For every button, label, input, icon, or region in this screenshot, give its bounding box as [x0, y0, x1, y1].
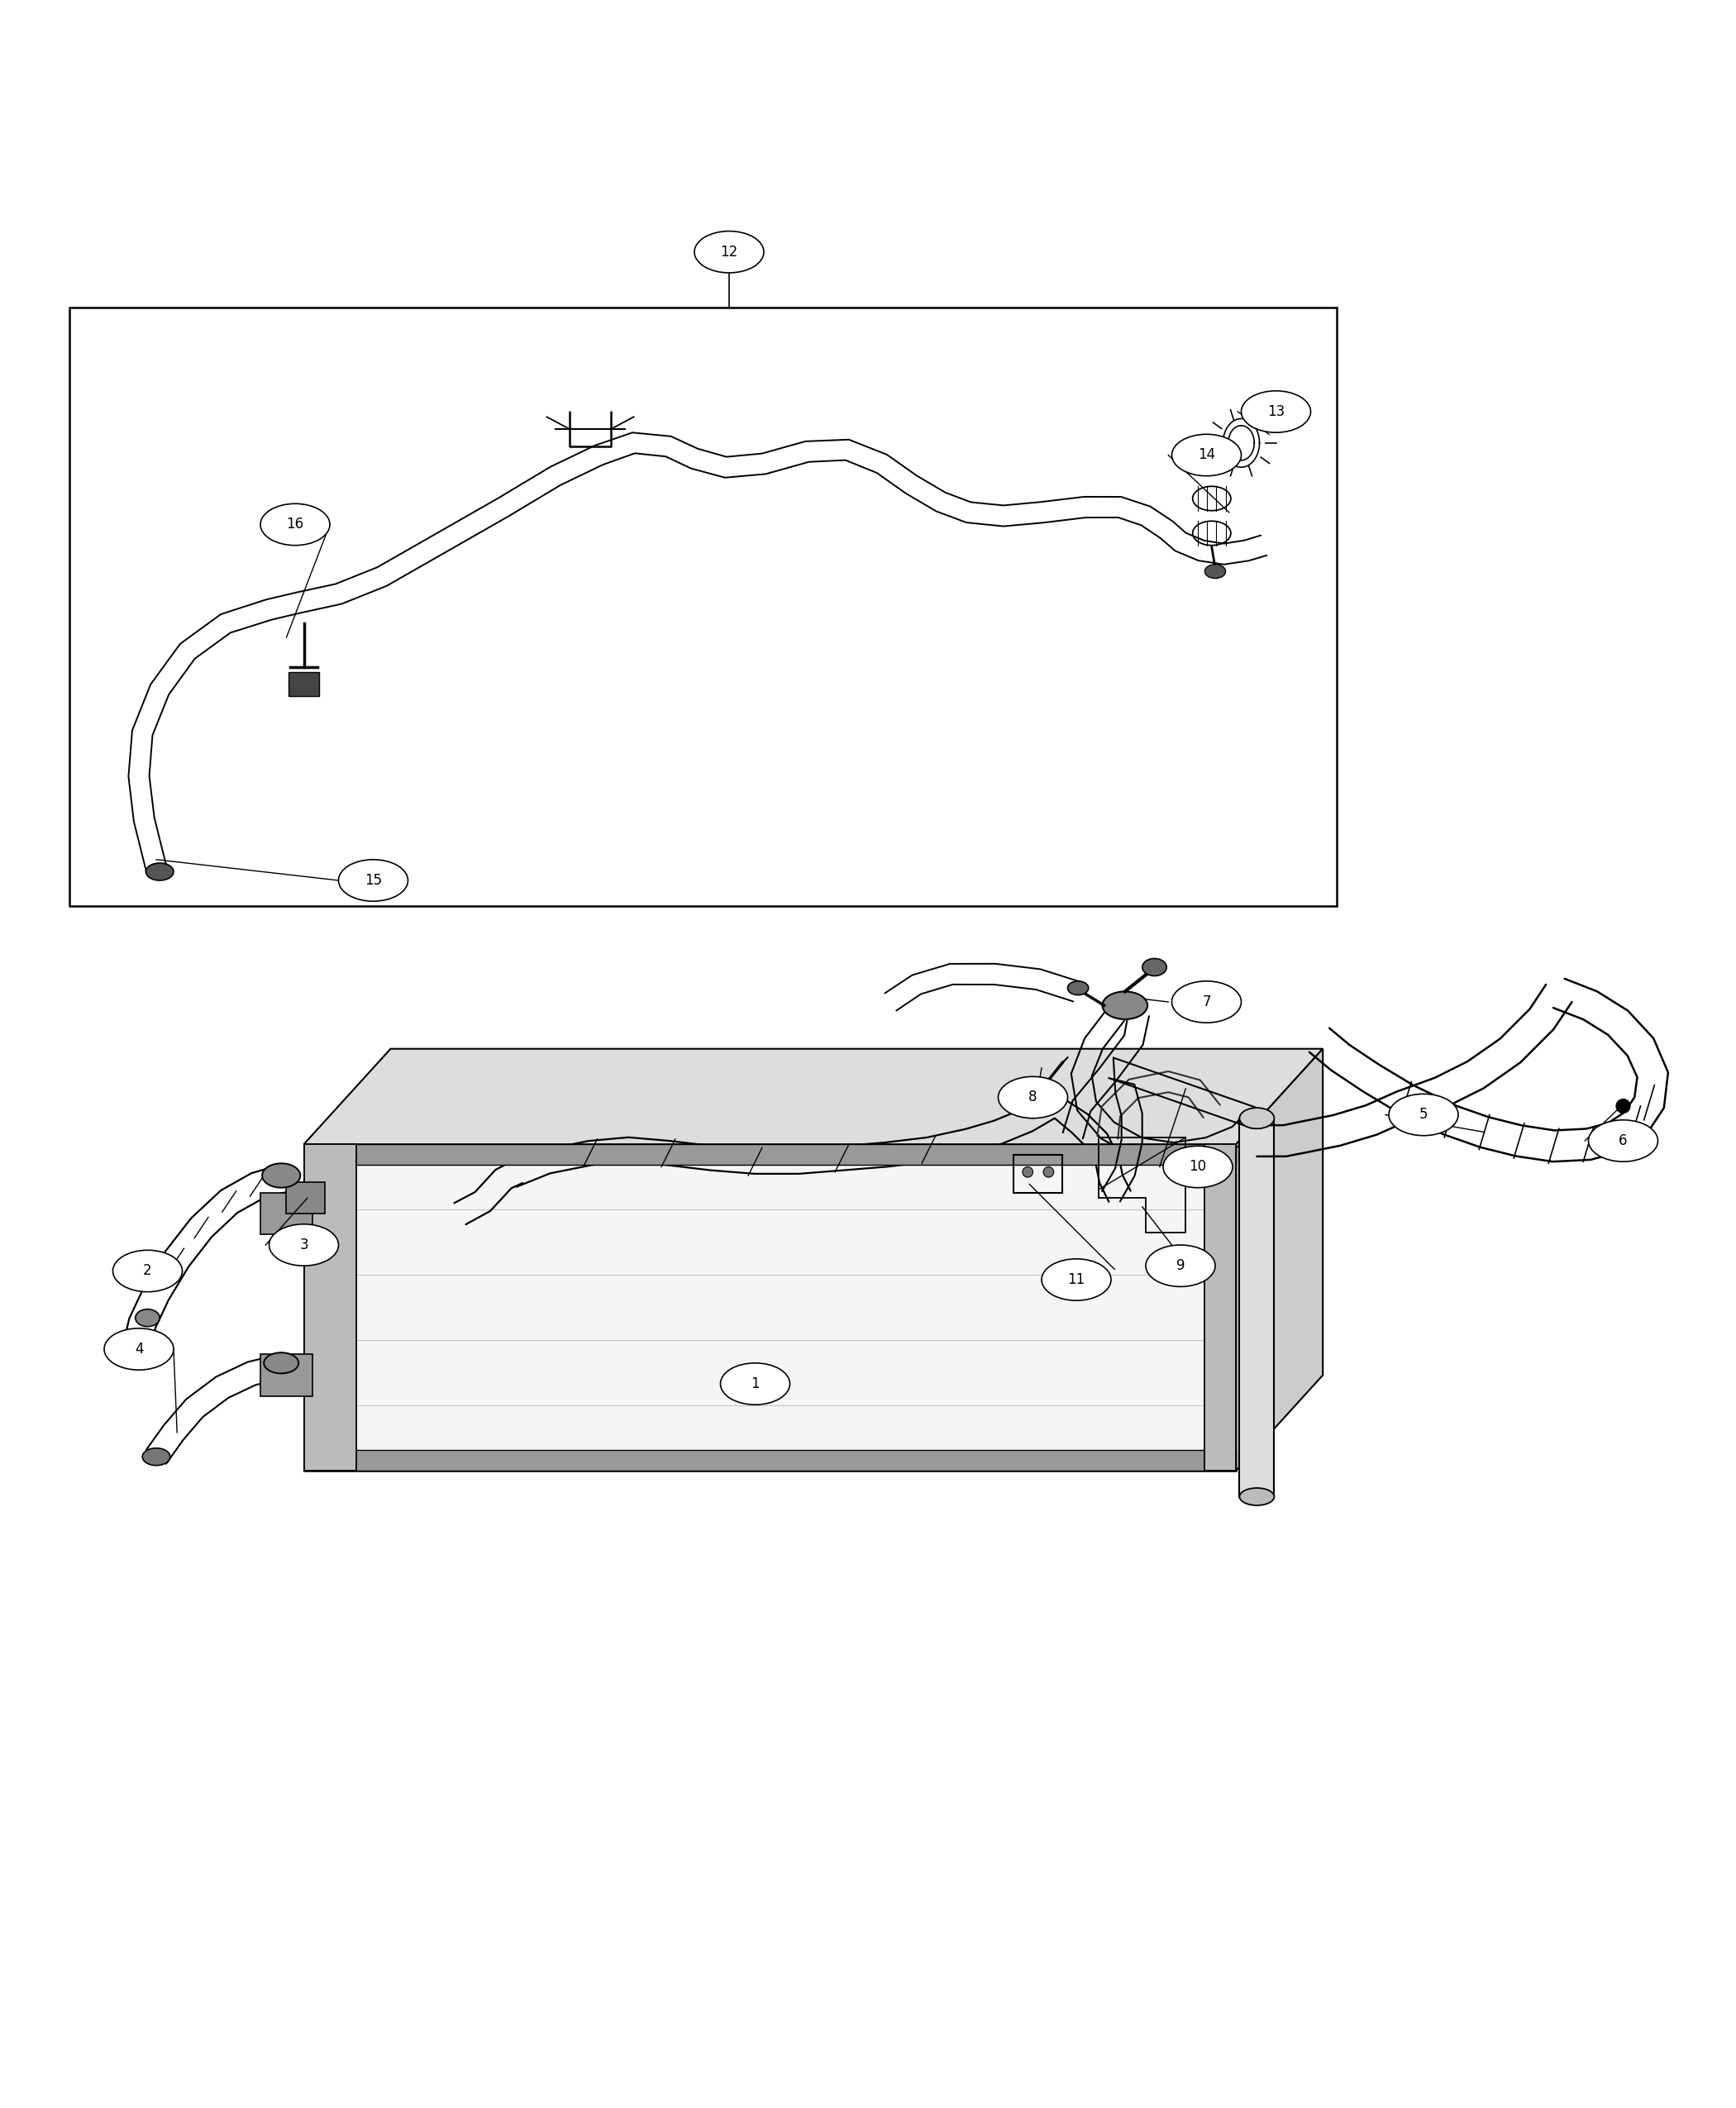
Ellipse shape — [1616, 1098, 1630, 1113]
Polygon shape — [304, 1145, 1236, 1166]
Ellipse shape — [113, 1250, 182, 1292]
Text: 16: 16 — [286, 516, 304, 531]
Ellipse shape — [1163, 1147, 1233, 1187]
Ellipse shape — [339, 860, 408, 902]
Ellipse shape — [694, 232, 764, 272]
Ellipse shape — [1102, 991, 1147, 1020]
Bar — [1014, 1155, 1062, 1193]
Ellipse shape — [104, 1328, 174, 1370]
Ellipse shape — [264, 1353, 299, 1374]
Ellipse shape — [1389, 1094, 1458, 1136]
Text: 4: 4 — [135, 1341, 142, 1358]
Polygon shape — [304, 1450, 1236, 1471]
Ellipse shape — [142, 1448, 170, 1465]
Ellipse shape — [1240, 1109, 1274, 1128]
Ellipse shape — [1172, 434, 1241, 476]
Polygon shape — [1236, 1050, 1323, 1471]
Ellipse shape — [1043, 1168, 1054, 1176]
Ellipse shape — [1241, 390, 1311, 432]
Ellipse shape — [1588, 1119, 1658, 1162]
Ellipse shape — [135, 1309, 160, 1326]
Text: 3: 3 — [299, 1237, 309, 1252]
Text: 1: 1 — [750, 1377, 760, 1391]
Text: 13: 13 — [1267, 405, 1285, 419]
Polygon shape — [304, 1145, 1236, 1471]
Text: 9: 9 — [1177, 1258, 1184, 1273]
Text: 15: 15 — [365, 873, 382, 887]
Ellipse shape — [1240, 1488, 1274, 1505]
Bar — [288, 672, 319, 696]
Bar — [69, 308, 1337, 906]
Bar — [286, 1183, 325, 1214]
Text: 14: 14 — [1198, 447, 1215, 462]
Text: 8: 8 — [1028, 1090, 1038, 1105]
Text: 12: 12 — [720, 245, 738, 259]
Ellipse shape — [1068, 980, 1088, 995]
Ellipse shape — [1142, 959, 1167, 976]
Bar — [260, 1353, 312, 1395]
Ellipse shape — [1172, 980, 1241, 1022]
Bar — [260, 1193, 312, 1235]
Ellipse shape — [146, 862, 174, 881]
Ellipse shape — [720, 1364, 790, 1404]
Ellipse shape — [269, 1225, 339, 1265]
Polygon shape — [304, 1145, 356, 1471]
Ellipse shape — [1205, 565, 1226, 578]
Ellipse shape — [123, 1339, 155, 1360]
Ellipse shape — [262, 1164, 300, 1187]
Ellipse shape — [1146, 1246, 1215, 1286]
Ellipse shape — [998, 1077, 1068, 1117]
Text: 10: 10 — [1189, 1159, 1207, 1174]
Bar — [1240, 1117, 1274, 1497]
Ellipse shape — [1042, 1258, 1111, 1301]
Polygon shape — [304, 1050, 1323, 1145]
Text: 7: 7 — [1201, 995, 1212, 1010]
Ellipse shape — [260, 504, 330, 546]
Text: 2: 2 — [142, 1263, 153, 1277]
Text: 11: 11 — [1068, 1273, 1085, 1288]
Polygon shape — [1205, 1145, 1236, 1471]
Text: 5: 5 — [1420, 1107, 1427, 1121]
Text: 6: 6 — [1618, 1134, 1628, 1149]
Ellipse shape — [1023, 1168, 1033, 1176]
